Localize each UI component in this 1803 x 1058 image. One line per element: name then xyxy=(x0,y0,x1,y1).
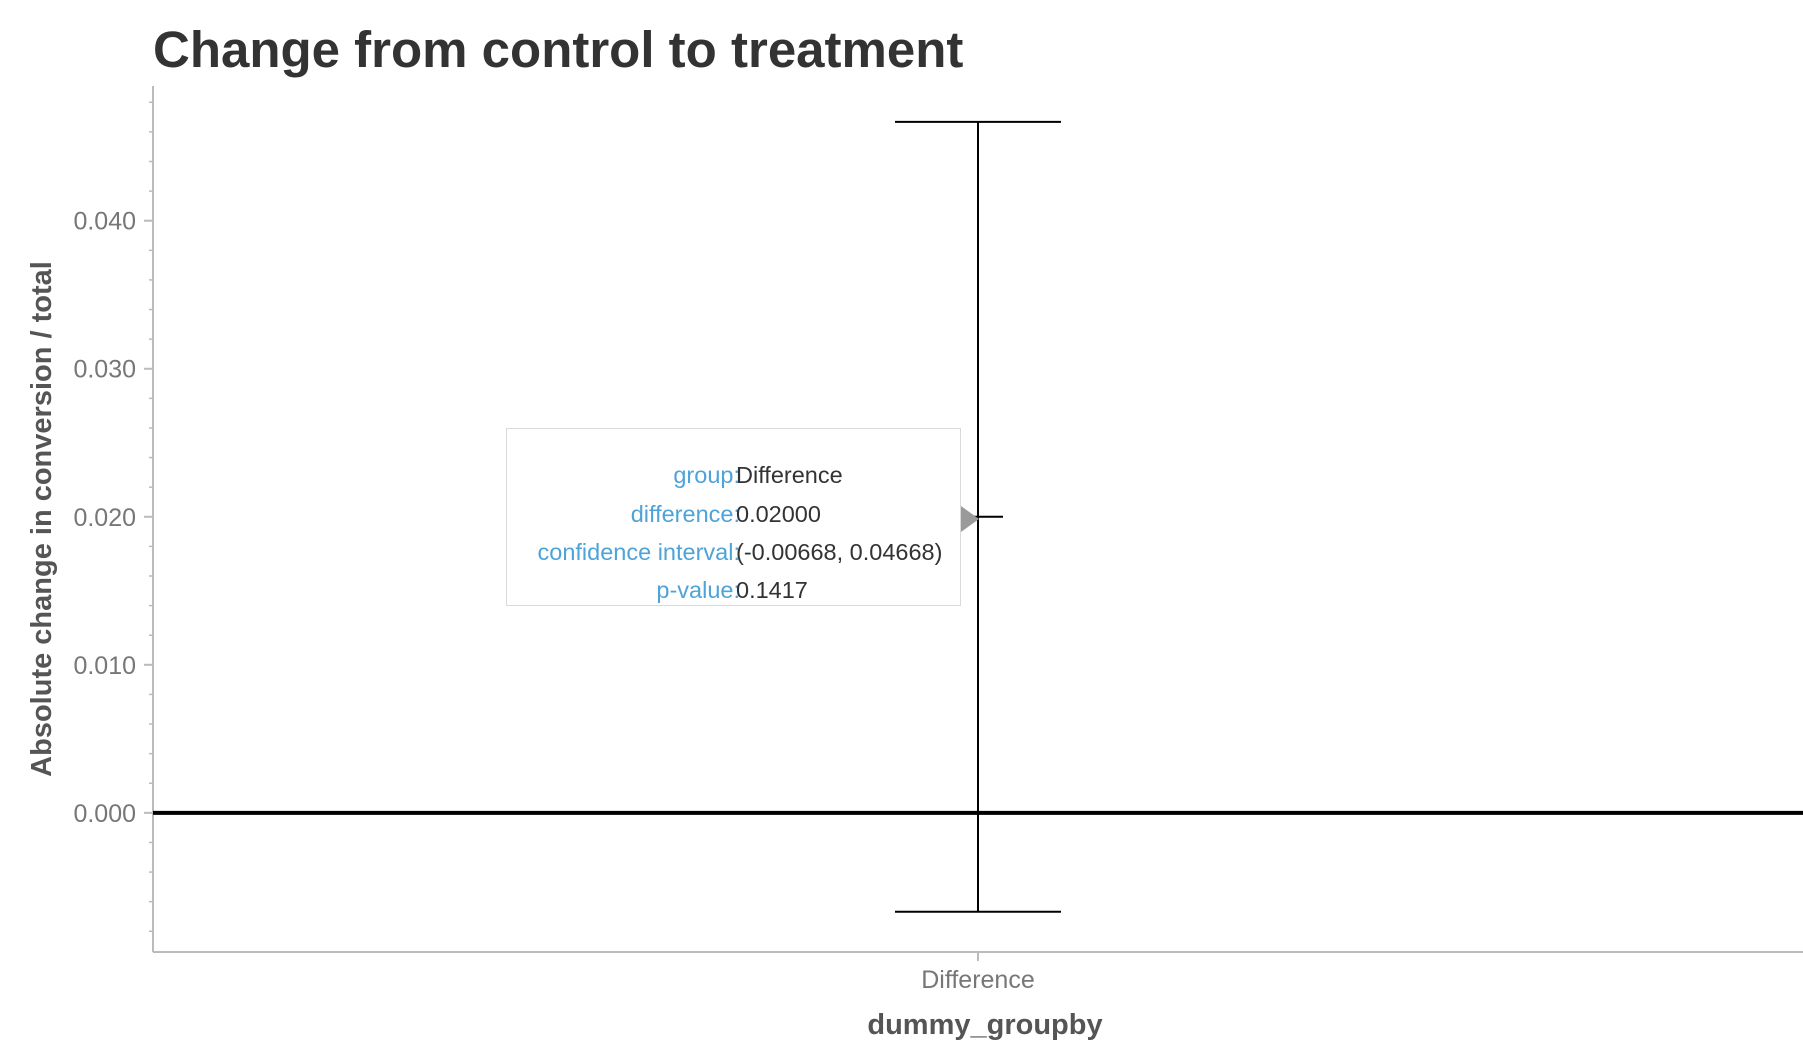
y-tick-label: 0.020 xyxy=(73,504,136,532)
x-tick-label: Difference xyxy=(921,966,1035,994)
tooltip-value: (-0.00668, 0.04668) xyxy=(736,539,943,565)
tooltip-value: Difference xyxy=(736,462,843,488)
x-axis: Difference xyxy=(153,951,1803,994)
y-axis: 0.000 0.010 0.020 0.030 0.040 xyxy=(73,86,154,952)
tooltip-key: confidence interval: xyxy=(537,539,740,565)
tooltip-value: 0.02000 xyxy=(736,501,821,527)
y-tick-label: 0.000 xyxy=(73,800,136,828)
tooltip-key: p-value: xyxy=(656,577,740,603)
tooltip-row-confidence-interval: confidence interval: (-0.00668, 0.04668) xyxy=(507,537,962,567)
tooltip-value: 0.1417 xyxy=(736,577,808,603)
chart-title: Change from control to treatment xyxy=(153,21,963,78)
tooltip-key: group: xyxy=(673,462,740,488)
tooltip-row-p-value: p-value: 0.1417 xyxy=(507,575,962,605)
y-tick-label: 0.040 xyxy=(73,208,136,236)
hover-tooltip: group: Difference difference: 0.02000 co… xyxy=(506,428,961,606)
tooltip-row-difference: difference: 0.02000 xyxy=(507,499,962,529)
y-axis-label: Absolute change in conversion / total xyxy=(26,261,58,777)
tooltip-row-group: group: Difference xyxy=(507,460,962,490)
tooltip-pointer-icon xyxy=(961,506,979,532)
x-axis-label: dummy_groupby xyxy=(867,1009,1102,1041)
y-tick-label: 0.010 xyxy=(73,652,136,680)
y-tick-label: 0.030 xyxy=(73,356,136,384)
tooltip-key: difference: xyxy=(630,501,740,527)
